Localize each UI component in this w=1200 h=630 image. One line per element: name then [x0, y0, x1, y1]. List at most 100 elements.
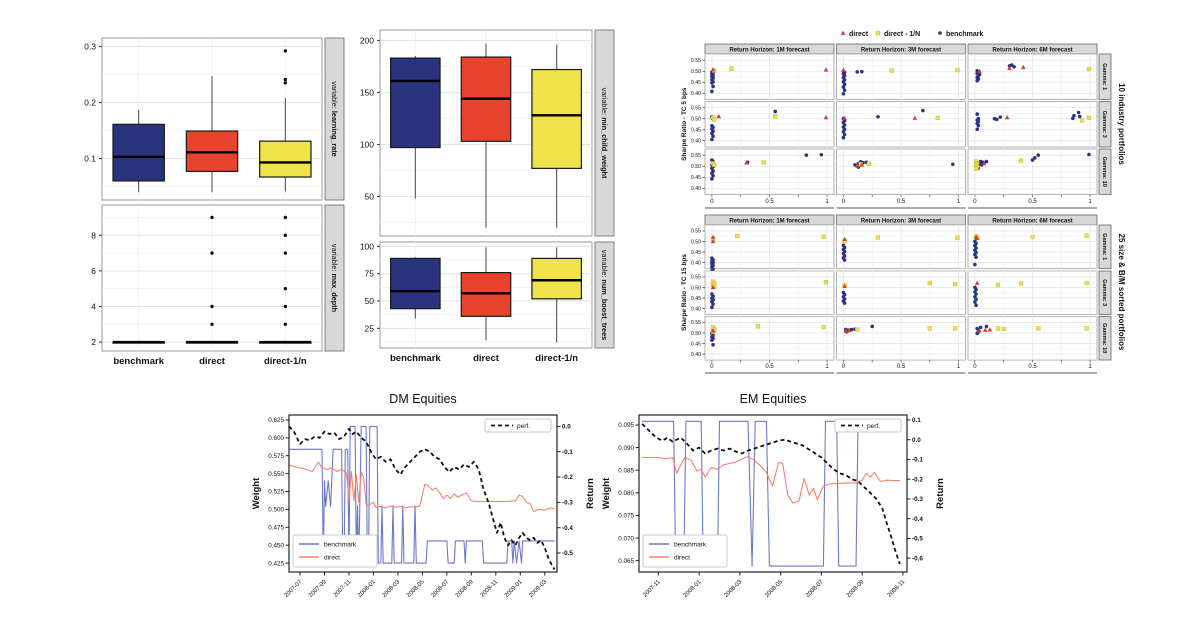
scatter-point-triangle	[859, 162, 865, 167]
svg-text:-0.5: -0.5	[562, 550, 573, 557]
scatter-point-triangle	[710, 234, 716, 239]
svg-text:0: 0	[842, 364, 846, 370]
scatter-point-square	[889, 68, 894, 73]
svg-text:Return Horizon: 1M forecast: Return Horizon: 1M forecast	[729, 48, 809, 54]
series-perf.	[641, 423, 901, 565]
svg-text:0.50: 0.50	[691, 285, 701, 291]
scatter-point-circle	[951, 162, 955, 167]
svg-text:Weight: Weight	[601, 477, 612, 509]
scatter-point-triangle	[823, 67, 829, 72]
outlier-point	[283, 286, 288, 291]
scatter-point-circle	[710, 131, 714, 136]
svg-text:0.575: 0.575	[268, 453, 284, 460]
scatter-point-square	[1018, 281, 1024, 286]
outlier-point	[283, 77, 288, 82]
svg-text:0.40: 0.40	[691, 306, 701, 312]
scatter-point-circle	[711, 173, 715, 178]
svg-text:Gamma: 1: Gamma: 1	[1101, 233, 1107, 260]
legend-series: benchmark direct	[292, 534, 378, 568]
scatter-point-triangle	[710, 238, 716, 244]
svg-text:0.1: 0.1	[84, 154, 96, 164]
scatter-point-square	[1001, 326, 1006, 332]
outlier-point	[283, 81, 288, 85]
legend-perf: perf.	[484, 418, 552, 433]
scatter-point-triangle	[974, 280, 980, 285]
scatter-grid-2: Return Horizon: 1M forecast Return Horizo…	[681, 214, 1126, 374]
svg-text:0.450: 0.450	[268, 542, 284, 549]
svg-text:Gamma: 1: Gamma: 1	[1101, 63, 1107, 90]
series-perf.	[288, 425, 556, 570]
scatter-point-triangle	[977, 68, 982, 74]
scatter-point-triangle	[842, 236, 847, 242]
scatter-point-square	[1036, 326, 1041, 331]
scatter-point-square	[927, 280, 932, 286]
svg-text:direct: direct	[674, 554, 690, 561]
row-strip	[1098, 224, 1112, 269]
svg-text:2008-03: 2008-03	[382, 579, 402, 599]
scatter-point-circle	[860, 69, 864, 74]
scatter-point-circle	[711, 302, 715, 306]
scatter-point-circle	[978, 325, 983, 330]
row-strip	[1098, 53, 1112, 100]
boxplot-box-direct-1/n	[531, 68, 583, 169]
svg-text:0.55: 0.55	[691, 229, 701, 235]
scatter-point-circle	[804, 153, 809, 157]
line-chart-dm: 0.425 0.450 0.475 0.500 0.525 0.550 0.575 0.600…	[251, 414, 596, 599]
svg-text:0.3: 0.3	[84, 41, 96, 51]
line-chart-em: 0.065 0.070 0.075 0.080 0.085 0.090 0.095 0.1 0.…	[601, 414, 946, 599]
svg-text:2008-07: 2008-07	[430, 579, 450, 599]
facet-strip-max_depth	[324, 204, 345, 352]
scatter-point-circle	[710, 137, 714, 142]
svg-text:2009-03: 2009-03	[528, 579, 548, 599]
scatter-point-circle	[841, 91, 846, 96]
svg-text:2008-07: 2008-07	[805, 579, 825, 599]
legend-perf: perf.	[834, 418, 902, 433]
outlier-point	[283, 304, 288, 309]
svg-text:direct - 1/N: direct - 1/N	[884, 31, 920, 38]
scatter-point-triangle	[912, 115, 918, 120]
scatter-point-square	[995, 283, 1001, 288]
svg-text:0: 0	[842, 199, 846, 205]
svg-text:0.50: 0.50	[691, 69, 701, 75]
svg-text:25 size & B/M sorted portfolio: 25 size & B/M sorted portfolios	[1117, 234, 1126, 351]
figure-hyperparameters-right: 50 100 150 200 variable: min_child_weight 25 5…	[342, 20, 615, 372]
scatter-point-circle	[975, 112, 980, 116]
svg-text:0.55: 0.55	[691, 105, 701, 111]
scatter-point-square	[953, 281, 958, 287]
scatter-point-circle	[984, 324, 989, 329]
svg-text:0.50: 0.50	[691, 164, 701, 170]
figure-em-equities: 0.065 0.070 0.075 0.080 0.085 0.090 0.095 0.1 0.…	[597, 390, 955, 622]
svg-text:Return Horizon: 3M forecast: Return Horizon: 3M forecast	[861, 48, 941, 54]
svg-text:0.425: 0.425	[268, 560, 284, 567]
svg-text:perf.: perf.	[867, 423, 880, 430]
scatter-point-square	[955, 68, 960, 73]
figure-sharpe-ratio-facets: direct direct - 1/N benchmark Return Horizo…	[678, 22, 1126, 390]
facet-panel-learning_rate: 0.1 0.2 0.3 variable: learning_rate	[84, 37, 345, 201]
scatter-point-circle	[841, 85, 846, 89]
svg-text:0: 0	[973, 199, 977, 205]
outlier-point	[210, 251, 214, 255]
svg-text:-0.4: -0.4	[562, 525, 573, 532]
svg-text:8: 8	[91, 230, 96, 240]
scatter-point-circle	[984, 159, 989, 164]
svg-text:direct-1/n: direct-1/n	[535, 353, 578, 364]
svg-text:Return: Return	[585, 478, 596, 509]
scatter-point-triangle	[843, 328, 849, 333]
scatter-point-triangle	[716, 113, 722, 119]
scatter-grid-1: Return Horizon: 1M forecast Return Horizo…	[681, 43, 1126, 209]
scatter-point-square	[1079, 118, 1085, 123]
svg-text:Return Horizon: 6M forecast: Return Horizon: 6M forecast	[992, 48, 1072, 54]
facet-panel-min_child_weight: 50 100 150 200 variable: min_child_weight	[360, 29, 615, 237]
scatter-point-square	[735, 233, 740, 239]
scatter-point-triangle	[982, 327, 988, 332]
outlier-point	[283, 233, 288, 237]
svg-text:0.475: 0.475	[268, 524, 284, 531]
svg-text:variable: max_depth: variable: max_depth	[330, 244, 339, 312]
scatter-point-circle	[994, 117, 999, 122]
scatter-point-circle	[974, 255, 978, 259]
series-benchmark	[642, 420, 900, 567]
svg-text:-0.1: -0.1	[912, 457, 923, 464]
scatter-point-circle	[998, 115, 1003, 119]
svg-text:0.085: 0.085	[618, 467, 634, 474]
boxplot-box-direct-1/n	[259, 140, 312, 178]
